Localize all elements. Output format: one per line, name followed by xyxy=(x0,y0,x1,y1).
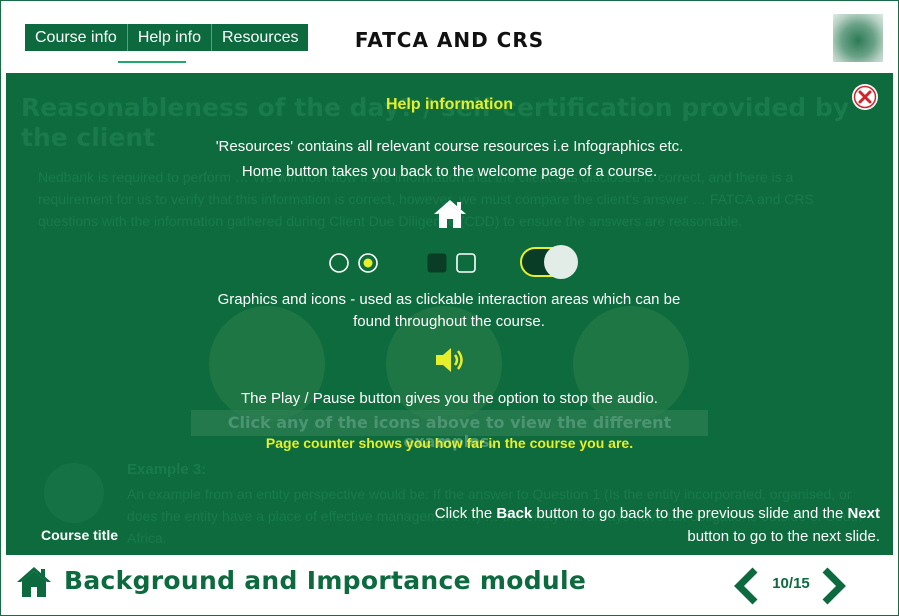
home-icon xyxy=(434,200,466,228)
help-next-keyword: Next xyxy=(847,505,880,522)
radio-selected-icon xyxy=(358,253,378,273)
help-back-next-part: button to go to the next slide. xyxy=(687,528,880,545)
active-tab-indicator xyxy=(118,61,186,63)
slide-area: Reasonableness of the day? / self-certif… xyxy=(6,73,893,555)
instruction-banner xyxy=(191,410,708,436)
example-1-icon xyxy=(209,306,325,422)
slide-heading: Reasonableness of the day? / self-certif… xyxy=(21,93,850,152)
checkbox-checked-icon xyxy=(427,253,447,273)
chevron-right-icon[interactable] xyxy=(819,567,849,605)
slide-paragraph: Nedbank is required to perform … We will… xyxy=(38,169,814,229)
radio-unselected-icon xyxy=(329,253,349,273)
instruction-banner-text: Click any of the icons above to view the… xyxy=(227,413,672,451)
help-back-keyword: Back xyxy=(496,505,533,522)
tab-course-info[interactable]: Course info xyxy=(35,29,117,46)
help-counter-text: Page counter shows you how far in the co… xyxy=(265,435,634,451)
help-back-next-text: Click the Back button to go back to the … xyxy=(426,502,880,548)
page-counter: 10/15 xyxy=(772,575,810,592)
help-title: Help information xyxy=(385,96,514,113)
help-back-next-part: button to go back to the previous slide … xyxy=(532,505,848,522)
top-nav: Course info Help info Resources xyxy=(25,24,309,51)
course-header-title: FATCA AND CRS xyxy=(354,28,545,52)
help-course-title-label: Course title xyxy=(41,527,119,543)
help-back-next-part: Click the xyxy=(434,505,497,522)
tab-resources[interactable]: Resources xyxy=(210,24,308,51)
speaker-icon xyxy=(436,348,463,372)
chevron-left-icon[interactable] xyxy=(731,567,761,605)
module-title: Background and Importance module xyxy=(64,566,587,595)
tab-help-info[interactable]: Help info xyxy=(126,24,211,51)
example-3-icon xyxy=(573,306,689,422)
footer: Background and Importance module 10/15 xyxy=(1,555,898,615)
home-button-icon[interactable] xyxy=(16,565,52,599)
close-icon[interactable] xyxy=(851,83,879,111)
help-home-text: Home button takes you back to the welcom… xyxy=(241,163,658,180)
toggle-icon xyxy=(520,245,578,279)
help-graphics-text: Graphics and icons - used as clickable i… xyxy=(217,291,681,330)
example-title: Example 3: xyxy=(127,461,207,478)
checkbox-unchecked-icon xyxy=(456,253,476,273)
help-resources-text: 'Resources' contains all relevant course… xyxy=(215,138,684,155)
help-play-pause-text: The Play / Pause button gives you the op… xyxy=(241,390,658,407)
header: Course info Help info Resources FATCA AN… xyxy=(1,1,898,73)
example-icon xyxy=(44,463,104,523)
example-body: An example from an entity perspective wo… xyxy=(127,486,863,546)
brand-logo xyxy=(833,14,883,62)
